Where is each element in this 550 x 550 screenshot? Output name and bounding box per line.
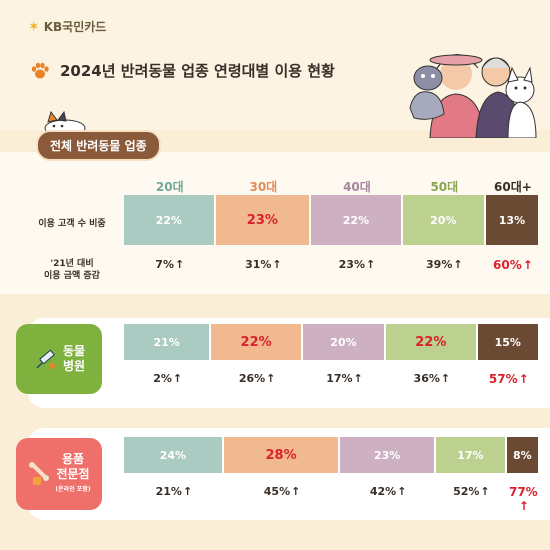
hospital-label-2: 병원 bbox=[62, 359, 86, 373]
growth-value: 26% bbox=[238, 372, 266, 385]
share-bar: 22% bbox=[211, 324, 301, 360]
page-title: 2024년 반려동물 업종 연령대별 이용 현황 bbox=[60, 62, 335, 80]
share-row-label: 이용 고객 수 비중 bbox=[38, 219, 106, 229]
share-bar: 22% bbox=[386, 324, 476, 360]
growth-value: 31% bbox=[245, 258, 272, 271]
growth-value: 17% bbox=[326, 372, 353, 385]
share-bar: 17% bbox=[436, 437, 505, 473]
growth-label: 26%↑ bbox=[211, 372, 303, 385]
supplies-sub-label: (온라인 포함) bbox=[55, 485, 91, 493]
up-arrow-icon: ↑ bbox=[518, 499, 529, 513]
up-arrow-icon: ↑ bbox=[182, 485, 193, 498]
up-arrow-icon: ↑ bbox=[522, 258, 533, 272]
brand-logo: ✶ KB국민카드 bbox=[28, 18, 106, 35]
age-category-label: 50대 bbox=[430, 180, 459, 194]
share-bar: 22% bbox=[124, 195, 214, 245]
up-arrow-icon: ↑ bbox=[172, 372, 183, 385]
growth-value: 45% bbox=[263, 485, 291, 498]
title-row: 2024년 반려동물 업종 연령대별 이용 현황 bbox=[30, 60, 335, 81]
growth-value: 42% bbox=[369, 485, 397, 498]
growth-value: 2% bbox=[153, 372, 172, 385]
share-bar: 23% bbox=[340, 437, 434, 473]
kb-star-icon: ✶ bbox=[28, 18, 40, 35]
share-bar: 8% bbox=[506, 437, 538, 473]
growth-value: 39% bbox=[426, 258, 453, 271]
growth-value: 77% bbox=[508, 485, 538, 499]
up-arrow-icon: ↑ bbox=[480, 485, 490, 498]
up-arrow-icon: ↑ bbox=[397, 485, 407, 498]
share-bar: 20% bbox=[302, 324, 385, 360]
growth-label: 36%↑ bbox=[386, 372, 478, 385]
growth-label: 57%↑ bbox=[478, 372, 540, 386]
age-category-label: 30대 bbox=[249, 180, 278, 194]
growth-label: 39%↑ bbox=[403, 258, 486, 271]
share-bar: 22% bbox=[311, 195, 401, 245]
share-bar: 28% bbox=[223, 437, 339, 473]
growth-label: 21%↑ bbox=[124, 485, 224, 498]
growth-row-label-2: 이용 금액 증감 bbox=[44, 271, 100, 281]
syringe-icon bbox=[36, 350, 55, 369]
age-category-label: 20대 bbox=[155, 180, 184, 194]
hospital-card: 동물 병원 bbox=[16, 324, 102, 394]
up-arrow-icon: ↑ bbox=[353, 372, 363, 385]
up-arrow-icon: ↑ bbox=[453, 258, 463, 271]
up-arrow-icon: ↑ bbox=[266, 372, 276, 385]
up-arrow-icon: ↑ bbox=[366, 258, 376, 271]
growth-label: 45%↑ bbox=[224, 485, 340, 498]
share-bar: 23% bbox=[215, 195, 310, 245]
growth-label: 60%↑ bbox=[486, 258, 540, 272]
overall-tag: 전체 반려동물 업종 bbox=[36, 130, 161, 161]
up-arrow-icon: ↑ bbox=[272, 258, 282, 271]
brand-name: KB국민카드 bbox=[43, 20, 107, 34]
hospital-label-1: 동물 bbox=[62, 344, 86, 358]
up-arrow-icon: ↑ bbox=[518, 372, 529, 386]
share-bar: 13% bbox=[485, 195, 538, 245]
growth-label: 31%↑ bbox=[216, 258, 312, 271]
share-bar: 15% bbox=[477, 324, 538, 360]
age-category-label: 60대+ bbox=[494, 180, 532, 194]
share-bar: 24% bbox=[124, 437, 222, 473]
supplies-card: 용품 전문점 (온라인 포함) bbox=[16, 438, 102, 510]
paw-icon bbox=[31, 62, 49, 78]
up-arrow-icon: ↑ bbox=[291, 485, 301, 498]
growth-value: 23% bbox=[338, 258, 365, 271]
growth-value: 7% bbox=[155, 258, 174, 271]
growth-label: 7%↑ bbox=[124, 258, 216, 271]
supplies-label-1: 용품 bbox=[61, 451, 85, 466]
growth-row-label-1: '21년 대비 bbox=[50, 259, 94, 269]
age-category-label: 40대 bbox=[343, 180, 371, 194]
growth-label: 42%↑ bbox=[340, 485, 436, 498]
growth-value: 21% bbox=[155, 485, 182, 498]
share-bar: 21% bbox=[124, 324, 210, 360]
growth-value: 60% bbox=[493, 258, 522, 272]
bone-toy-icon bbox=[29, 462, 50, 485]
growth-value: 57% bbox=[488, 372, 518, 386]
growth-label: 23%↑ bbox=[311, 258, 403, 271]
growth-label: 17%↑ bbox=[303, 372, 386, 385]
supplies-label-2: 전문점 bbox=[56, 466, 90, 481]
growth-value: 36% bbox=[413, 372, 440, 385]
up-arrow-icon: ↑ bbox=[174, 258, 185, 271]
growth-label: 77%↑ bbox=[507, 485, 540, 513]
share-bar: 20% bbox=[402, 195, 484, 245]
growth-label: 2%↑ bbox=[124, 372, 211, 385]
growth-label: 52%↑ bbox=[436, 485, 507, 498]
family-with-pets-illustration bbox=[409, 54, 537, 138]
up-arrow-icon: ↑ bbox=[440, 372, 451, 385]
growth-value: 52% bbox=[453, 485, 480, 498]
